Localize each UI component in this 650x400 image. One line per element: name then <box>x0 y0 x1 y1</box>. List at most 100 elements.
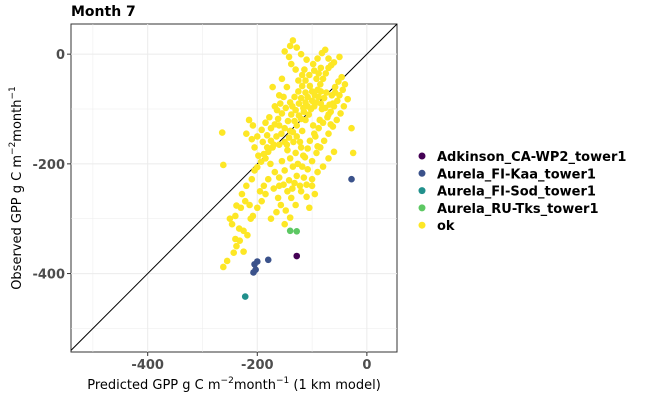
data-point <box>308 182 316 190</box>
data-point <box>302 116 309 124</box>
data-point <box>313 75 320 83</box>
data-point <box>291 179 298 187</box>
data-point <box>338 73 345 81</box>
data-point <box>238 190 246 198</box>
data-point <box>292 66 299 73</box>
data-point <box>333 116 341 124</box>
data-point <box>315 93 322 101</box>
data-point <box>302 77 309 84</box>
data-point <box>319 119 327 127</box>
data-point <box>300 174 308 181</box>
legend-label: Aurela_RU-Tks_tower1 <box>437 202 599 217</box>
data-point <box>273 106 281 114</box>
data-point <box>317 88 325 95</box>
data-point <box>293 133 301 140</box>
data-point <box>331 83 339 91</box>
data-point <box>286 127 294 135</box>
data-point <box>267 137 275 145</box>
x-tick-label: 0 <box>362 358 371 373</box>
data-point <box>341 81 349 88</box>
data-point <box>325 55 332 62</box>
data-point <box>295 100 303 107</box>
data-point <box>286 155 294 162</box>
legend-key <box>418 152 426 160</box>
data-point <box>324 113 331 121</box>
data-point <box>297 187 305 195</box>
data-point <box>281 220 288 228</box>
data-point <box>278 75 286 83</box>
data-point <box>328 92 336 99</box>
data-point <box>266 113 273 121</box>
data-point <box>287 194 295 202</box>
data-point <box>308 175 316 183</box>
data-point <box>300 104 307 112</box>
data-point <box>293 252 301 260</box>
data-point <box>263 132 271 139</box>
data-point <box>295 112 303 119</box>
data-point <box>301 66 308 73</box>
data-point <box>305 111 313 118</box>
data-point <box>251 144 258 151</box>
data-point <box>320 94 328 102</box>
data-point <box>339 86 347 94</box>
data-point <box>267 160 274 168</box>
data-point <box>293 228 301 235</box>
data-point <box>248 175 256 183</box>
data-point <box>330 148 338 156</box>
data-point <box>348 175 355 183</box>
data-point <box>303 181 310 189</box>
data-point <box>303 56 310 63</box>
data-point <box>295 88 302 95</box>
data-point <box>292 201 299 209</box>
data-point <box>282 207 290 214</box>
data-point <box>278 110 286 117</box>
data-point <box>289 37 297 44</box>
data-point <box>298 163 306 170</box>
data-point <box>327 61 335 69</box>
data-point <box>317 64 325 72</box>
data-point <box>306 71 313 79</box>
data-point <box>287 60 295 68</box>
data-point <box>277 201 285 209</box>
data-point <box>269 83 276 91</box>
data-point <box>285 53 293 61</box>
y-axis-title: Observed GPP g C m−2month−1 <box>8 86 25 290</box>
data-point <box>287 111 295 118</box>
x-axis-ticks: -400 -200 0 <box>131 352 371 373</box>
data-point <box>286 227 294 235</box>
data-point <box>292 106 299 114</box>
x-tick-label: -200 <box>241 358 274 373</box>
data-point <box>258 126 265 134</box>
data-point <box>306 204 313 212</box>
data-point <box>286 42 294 50</box>
legend-label: Adkinson_CA-WP2_tower1 <box>437 150 626 165</box>
data-point <box>245 116 253 124</box>
data-point <box>248 135 256 143</box>
data-point <box>230 249 238 257</box>
data-point <box>315 70 322 77</box>
data-point <box>251 260 258 268</box>
data-point <box>327 108 335 116</box>
data-point <box>220 263 227 271</box>
legend-key <box>418 221 426 229</box>
data-point <box>284 117 292 125</box>
legend-label: Aurela_FI-Sod_tower1 <box>437 185 596 200</box>
data-point <box>249 122 257 129</box>
data-point <box>246 201 253 209</box>
data-point <box>291 93 298 101</box>
data-point <box>304 145 311 152</box>
data-point <box>298 82 306 90</box>
data-point <box>274 115 282 123</box>
data-point <box>313 99 320 106</box>
data-point <box>236 237 244 244</box>
data-point <box>262 190 269 198</box>
data-point <box>323 89 330 96</box>
data-point <box>264 256 272 264</box>
data-point <box>275 174 283 181</box>
data-point <box>300 152 307 159</box>
data-point <box>315 124 322 132</box>
data-point <box>223 257 231 265</box>
data-point <box>298 71 306 79</box>
data-point <box>289 185 296 192</box>
data-point <box>273 208 280 216</box>
